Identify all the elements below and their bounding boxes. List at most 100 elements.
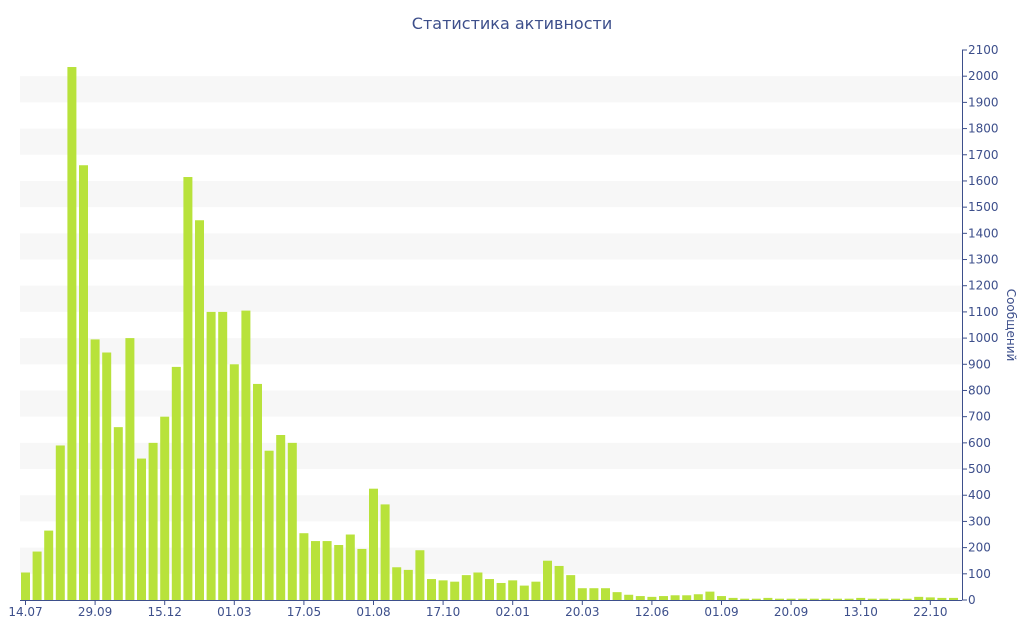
bar	[171, 366, 181, 600]
bar	[798, 598, 808, 600]
bar	[287, 442, 297, 600]
bar	[55, 445, 65, 600]
grid-bands	[20, 76, 962, 574]
grid-band	[20, 128, 962, 155]
bar	[867, 598, 877, 600]
bar	[427, 579, 436, 600]
bar	[624, 594, 634, 600]
x-tick-label: 22.10	[913, 605, 947, 619]
x-tick-label: 29.09	[78, 605, 112, 619]
y-tick-label: 1000	[968, 331, 999, 345]
x-tick-label: 20.09	[774, 605, 808, 619]
bar	[21, 572, 30, 600]
bar	[90, 339, 100, 600]
bar	[461, 575, 471, 600]
bar	[67, 67, 77, 600]
bar	[879, 598, 889, 600]
bar	[670, 595, 680, 600]
bar	[264, 450, 274, 600]
x-tick-label: 12.06	[635, 605, 669, 619]
bar	[148, 442, 158, 600]
bar	[728, 597, 738, 600]
x-axis: 14.07 29.09 15.12 01.03 17.05 01.08 17.10 02.01…	[8, 600, 962, 619]
grid-band	[20, 390, 962, 417]
y-tick-label: 0	[968, 593, 976, 607]
bar	[519, 585, 529, 600]
y-tick-label: 1700	[968, 148, 999, 162]
y-tick-label: 1100	[968, 305, 999, 319]
x-tick-label: 02.01	[496, 605, 530, 619]
bar	[601, 588, 610, 600]
y-tick-label: 300	[968, 514, 991, 528]
bar	[392, 567, 402, 600]
bar	[937, 597, 947, 600]
bar	[102, 352, 112, 600]
bar	[195, 220, 204, 601]
chart-title: Статистика активности	[411, 14, 613, 33]
bar	[253, 383, 262, 600]
x-tick-label: 20.03	[565, 605, 599, 619]
bar	[659, 596, 668, 600]
bar	[635, 596, 645, 600]
y-tick-label: 1400	[968, 226, 999, 240]
y-tick-label: 1900	[968, 95, 999, 109]
bars	[21, 67, 958, 601]
y-tick-label: 200	[968, 541, 991, 555]
bar	[833, 598, 842, 600]
bar	[705, 591, 715, 600]
bar	[473, 572, 483, 600]
bar	[380, 504, 390, 600]
bar	[438, 580, 448, 600]
bar	[856, 597, 866, 600]
grid-band	[20, 338, 962, 365]
bar	[775, 598, 784, 600]
bar	[125, 338, 135, 600]
x-tick-label: 01.03	[217, 605, 251, 619]
bar	[229, 364, 239, 600]
bar	[566, 575, 576, 600]
bar	[299, 533, 309, 600]
bar	[160, 416, 170, 600]
bar	[949, 597, 958, 600]
grid-band	[20, 233, 962, 260]
y-tick-label: 800	[968, 383, 991, 397]
grid-band	[20, 76, 962, 103]
y-axis: 0 100 200 300 400 500 600 700 800 900 1000 1100 1200…	[962, 43, 999, 607]
bar	[345, 534, 355, 600]
y-tick-label: 500	[968, 462, 991, 476]
y-tick-label: 700	[968, 410, 991, 424]
y-tick-label: 1500	[968, 200, 999, 214]
bar	[241, 310, 251, 600]
y-tick-label: 600	[968, 436, 991, 450]
bar	[44, 530, 54, 600]
bar	[79, 165, 88, 601]
bar	[32, 551, 42, 600]
grid-band	[20, 285, 962, 312]
y-tick-label: 100	[968, 567, 991, 581]
y-tick-label: 2000	[968, 69, 999, 83]
bar	[415, 550, 425, 600]
x-tick-label: 01.09	[704, 605, 738, 619]
bar	[740, 598, 750, 600]
bar	[821, 598, 831, 600]
x-tick-label: 01.08	[356, 605, 390, 619]
grid-band	[20, 180, 962, 208]
bar	[543, 560, 552, 600]
y-tick-label: 1200	[968, 279, 999, 293]
bar	[809, 598, 819, 600]
bar	[751, 598, 761, 600]
x-tick-label: 13.10	[844, 605, 878, 619]
x-tick-label: 14.07	[8, 605, 42, 619]
bar	[276, 435, 286, 600]
bar	[113, 427, 123, 600]
bar	[496, 582, 506, 600]
bar	[357, 548, 367, 600]
bar	[693, 594, 703, 600]
bar	[612, 592, 622, 600]
y-tick-label: 1300	[968, 253, 999, 267]
bar	[763, 597, 773, 600]
bar	[450, 581, 460, 600]
bar	[531, 581, 541, 600]
